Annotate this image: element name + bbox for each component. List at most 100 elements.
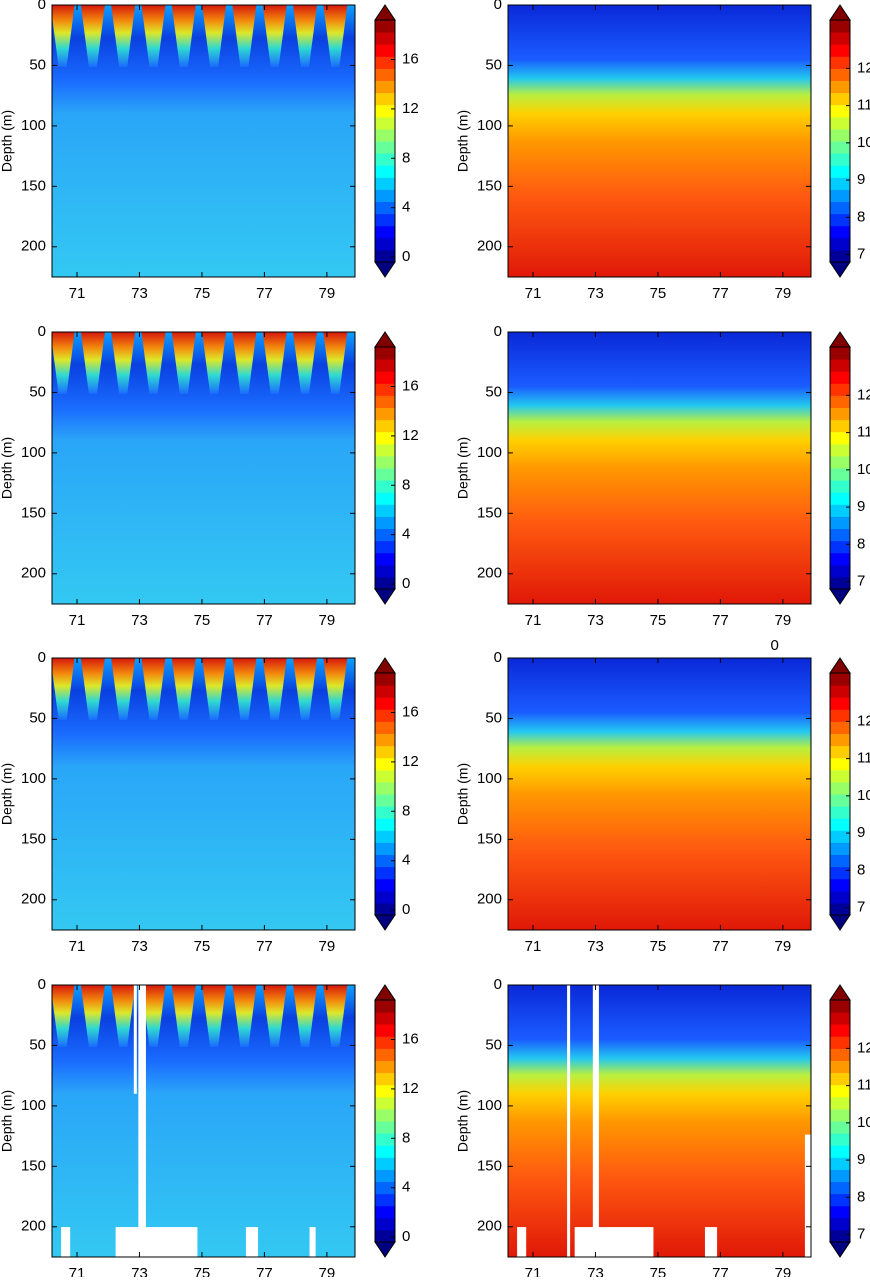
data-gap xyxy=(574,1227,654,1257)
colorbar-band xyxy=(830,237,850,251)
x-tick-label: 73 xyxy=(131,285,148,302)
y-tick-label: 200 xyxy=(21,238,46,255)
field-spike xyxy=(141,985,166,1047)
y-tick-label: 0 xyxy=(494,0,502,13)
colorbar-tick-label: 12 xyxy=(857,1039,870,1056)
colorbar-band xyxy=(375,68,395,81)
colorbar-band xyxy=(375,1217,395,1231)
colorbar-band xyxy=(830,504,850,517)
colorbar-band xyxy=(375,794,395,807)
field-spike xyxy=(52,332,75,394)
colorbar-band xyxy=(375,854,395,868)
colorbar-band xyxy=(830,890,850,904)
colorbar-frame xyxy=(829,346,851,590)
field-spike xyxy=(171,658,196,720)
x-tick-label: 77 xyxy=(712,1265,729,1277)
x-tick-label: 73 xyxy=(587,938,604,955)
y-tick-label: 50 xyxy=(29,383,46,400)
colorbar-band xyxy=(830,492,850,505)
colorbar-tick-label: 8 xyxy=(857,208,865,225)
colorbar-band xyxy=(830,576,850,590)
colorbar-tick-label: 16 xyxy=(402,1030,419,1047)
colorbar-band xyxy=(830,371,850,384)
colorbar-band xyxy=(375,1205,395,1219)
colorbar-band xyxy=(375,1108,395,1122)
colorbar-band xyxy=(375,757,395,771)
x-tick-label: 77 xyxy=(712,938,729,955)
field-spike xyxy=(52,5,75,67)
colorbar-tick-label: 12 xyxy=(402,1080,419,1097)
x-tick-label: 79 xyxy=(775,938,792,955)
colorbar-tick-label: 8 xyxy=(857,1188,865,1205)
colorbar-tick-label: 10 xyxy=(857,134,870,151)
colorbar-band xyxy=(830,32,850,45)
field-base xyxy=(508,658,811,930)
colorbar-band xyxy=(375,237,395,251)
colorbar-band xyxy=(830,128,850,142)
field-spike xyxy=(111,658,136,720)
x-tick-label: 73 xyxy=(131,1265,148,1277)
x-tick-label: 75 xyxy=(650,285,667,302)
colorbar-band xyxy=(830,1229,850,1243)
colorbar-band xyxy=(375,842,395,855)
x-tick-label: 75 xyxy=(650,1265,667,1277)
y-tick-label: 0 xyxy=(38,976,46,993)
colorbar-tick-label: 12 xyxy=(402,100,419,117)
colorbar-band xyxy=(830,383,850,396)
field-spike xyxy=(293,985,318,1047)
contour-field xyxy=(52,658,355,930)
field-spike xyxy=(52,985,75,1047)
colorbar-band xyxy=(830,407,850,421)
colorbar-tick-label: 12 xyxy=(857,59,870,76)
y-tick-label: 0 xyxy=(494,649,502,666)
y-tick-label: 100 xyxy=(21,444,46,461)
colorbar-band xyxy=(830,552,850,566)
colorbar-band xyxy=(830,480,850,493)
colorbar-band xyxy=(375,116,395,130)
colorbar-band xyxy=(375,576,395,590)
colorbar-band xyxy=(830,1036,850,1049)
colorbar-band xyxy=(830,709,850,722)
x-tick-label: 79 xyxy=(319,285,336,302)
field-spike xyxy=(141,658,166,720)
y-tick-label: 100 xyxy=(21,117,46,134)
colorbar-band xyxy=(830,781,850,795)
data-gap xyxy=(517,1227,527,1257)
colorbar-tick-label: 9 xyxy=(857,171,865,188)
colorbar-band xyxy=(830,564,850,578)
x-tick-label: 71 xyxy=(525,285,542,302)
colorbar-band xyxy=(375,104,395,118)
colorbar-tick-label: 7 xyxy=(857,573,865,590)
colorbar-band xyxy=(375,492,395,505)
y-tick-label: 200 xyxy=(477,238,502,255)
x-tick-label: 73 xyxy=(587,612,604,629)
colorbar-tick-label: 4 xyxy=(402,199,410,216)
data-gap xyxy=(804,1134,811,1257)
colorbar-band xyxy=(375,468,395,481)
panel: 0 50 100 150 200 71 73 75 77 79 Depth (m) 0 4 8 12 16 xyxy=(0,323,419,629)
colorbar-band xyxy=(830,165,850,178)
colorbar-band xyxy=(830,902,850,916)
y-tick-label: 200 xyxy=(21,891,46,908)
x-tick-label: 71 xyxy=(69,612,86,629)
colorbar-extend xyxy=(374,984,396,1001)
colorbar-band xyxy=(375,1145,395,1158)
colorbar-band xyxy=(830,697,850,710)
x-tick-label: 79 xyxy=(775,285,792,302)
colorbar-tick-label: 8 xyxy=(857,535,865,552)
annotation: 0 xyxy=(770,637,778,654)
colorbar-band xyxy=(830,1169,850,1182)
colorbar-band xyxy=(375,1072,395,1086)
colorbar-band xyxy=(830,1121,850,1134)
x-tick-label: 75 xyxy=(194,938,211,955)
colorbar-band xyxy=(830,359,850,372)
plot-frame xyxy=(507,331,812,605)
y-tick-label: 200 xyxy=(21,565,46,582)
field-spike xyxy=(293,658,318,720)
field-spike xyxy=(323,332,348,394)
colorbar-tick-label: 7 xyxy=(857,899,865,916)
colorbar-band xyxy=(375,806,395,819)
plot-frame xyxy=(507,657,812,931)
colorbar-band xyxy=(830,455,850,469)
y-axis-label: Depth (m) xyxy=(455,763,471,825)
